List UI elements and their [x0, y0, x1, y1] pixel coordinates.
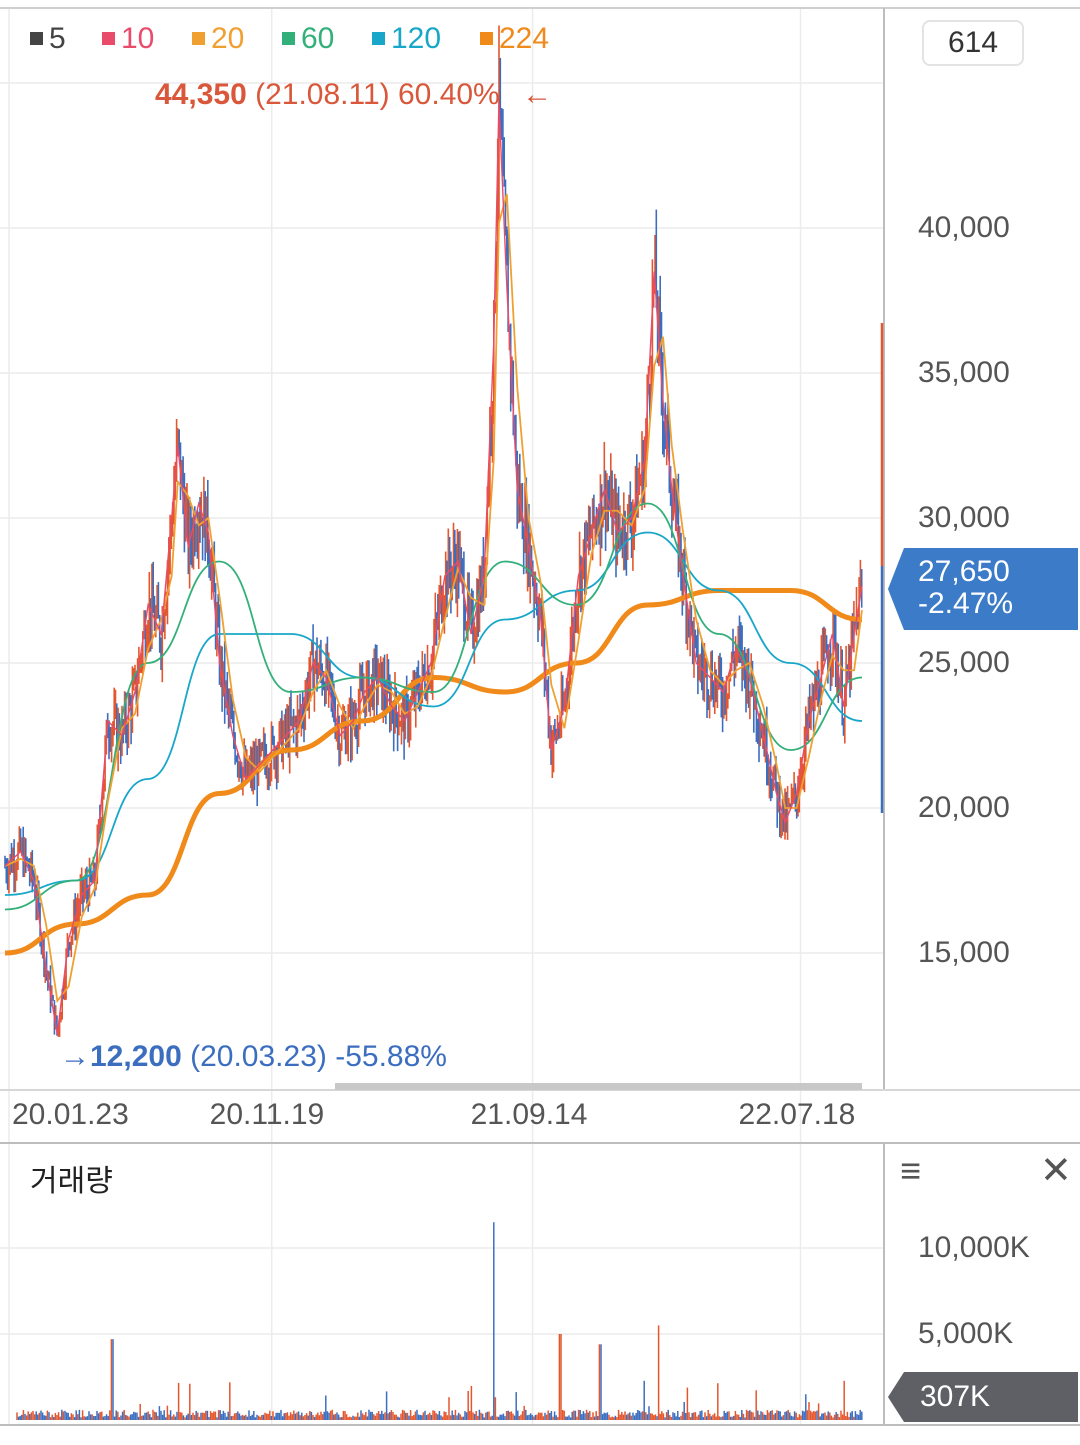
ma-line-224: [4, 588, 863, 956]
high-price: 44,350: [155, 78, 247, 111]
scroll-thumb: [335, 1083, 862, 1090]
legend-label: 120: [391, 22, 442, 55]
hamburger-menu-icon[interactable]: ≡: [900, 1150, 922, 1191]
legend-label: 20: [211, 22, 245, 55]
right-arrow-icon: →: [60, 1040, 90, 1073]
price-tick-label: 40,000: [918, 211, 1010, 244]
legend-swatch: [372, 31, 385, 45]
low-pct: -55.88%: [335, 1040, 447, 1073]
legend-swatch: [102, 31, 115, 45]
date-tick-label: 20.01.23: [12, 1098, 129, 1131]
current-price-pointer: [888, 548, 904, 630]
legend-item-ma10[interactable]: 10: [102, 22, 154, 56]
legend-item-ma120[interactable]: 120: [372, 22, 441, 56]
low-annotation: →12,200 (20.03.23) -55.88%: [60, 1040, 447, 1074]
visible-range-badge[interactable]: 614: [922, 20, 1024, 66]
price-tick-label: 20,000: [918, 791, 1010, 824]
high-pct: 60.40%: [397, 78, 500, 111]
ma-line-120: [4, 531, 863, 896]
legend-item-ma60[interactable]: 60: [282, 22, 334, 56]
legend-label: 224: [499, 22, 550, 55]
current-price-value: 27,650: [918, 555, 1010, 588]
legend-swatch: [192, 31, 205, 45]
volume-tick-label: 5,000K: [918, 1317, 1014, 1350]
chart-grid: [0, 8, 884, 1425]
high-annotation: 44,350 (21.08.11) 60.40% ←: [155, 78, 552, 112]
current-volume-box: 307K: [904, 1372, 1078, 1422]
volume-panel-title: 거래량: [30, 1165, 113, 1198]
candle-series: [4, 25, 863, 1037]
ma-line-20: [4, 193, 863, 1004]
legend-item-ma224[interactable]: 224: [480, 22, 549, 56]
legend-swatch: [30, 31, 43, 45]
legend-item-ma20[interactable]: 20: [192, 22, 244, 56]
price-tick-label: 30,000: [918, 501, 1010, 534]
legend-item-ma5[interactable]: 5: [30, 22, 66, 56]
current-price-change: -2.47%: [918, 587, 1014, 620]
date-tick-label: 21.09.14: [470, 1098, 588, 1131]
current-volume-pointer: [888, 1372, 904, 1422]
legend-swatch: [480, 31, 493, 45]
legend-label: 10: [121, 22, 155, 55]
ma-line-10: [4, 101, 863, 1035]
low-price: 12,200: [90, 1040, 182, 1073]
price-tick-label: 15,000: [918, 936, 1010, 969]
legend-label: 60: [301, 22, 335, 55]
price-tick-label: 25,000: [918, 646, 1010, 679]
chart-frame: [0, 7, 1080, 1426]
price-tick-label: 35,000: [918, 356, 1010, 389]
volume-tick-label: 10,000K: [918, 1231, 1030, 1264]
left-arrow-icon: ←: [522, 78, 553, 111]
close-icon[interactable]: ✕: [1040, 1150, 1072, 1192]
ma-line-60: [4, 502, 863, 911]
legend-label: 5: [49, 22, 66, 55]
moving-average-lines: [4, 101, 863, 1035]
legend-swatch: [282, 31, 295, 45]
current-price-box: 27,650 -2.47%: [904, 548, 1078, 630]
volume-bars: [16, 1222, 863, 1420]
date-tick-label: 22.07.18: [738, 1098, 856, 1131]
low-date: (20.03.23): [190, 1040, 327, 1073]
date-tick-label: 20.11.19: [209, 1098, 325, 1131]
high-date: (21.08.11): [255, 78, 390, 111]
